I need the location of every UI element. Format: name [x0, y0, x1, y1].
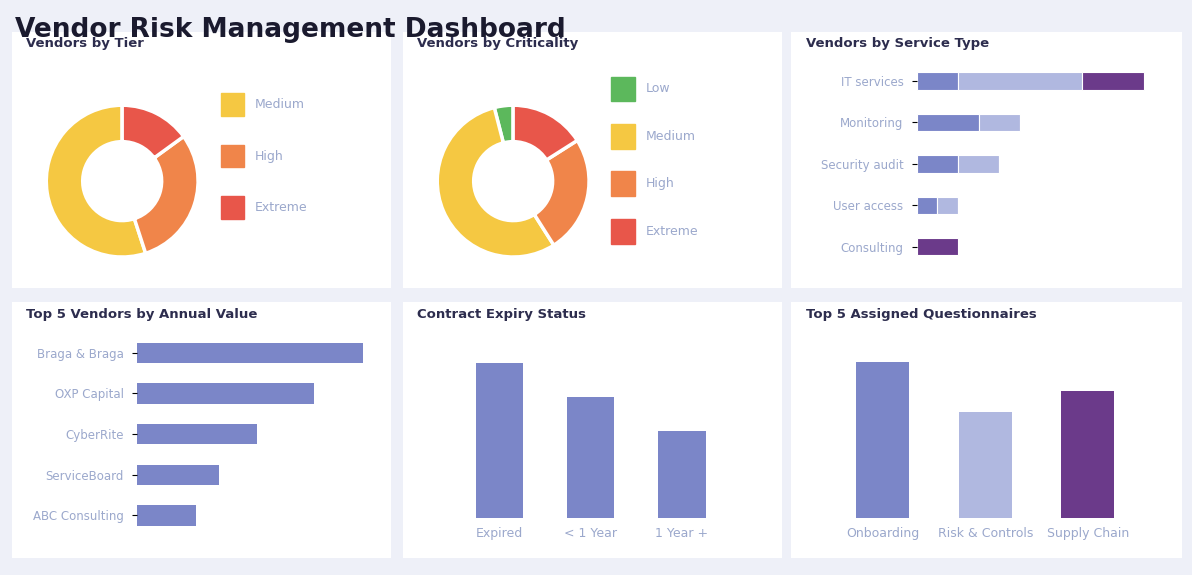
Bar [611, 219, 634, 243]
Bar [221, 145, 244, 167]
Bar [658, 431, 706, 518]
Bar [567, 397, 614, 518]
Text: Vendors by Criticality: Vendors by Criticality [417, 37, 578, 51]
Wedge shape [123, 105, 184, 158]
Text: Medium: Medium [255, 98, 305, 111]
Bar [137, 384, 313, 404]
Text: Top 5 Vendors by Annual Value: Top 5 Vendors by Annual Value [26, 308, 257, 321]
Text: Extreme: Extreme [255, 201, 308, 214]
Bar [917, 197, 937, 214]
Text: High: High [255, 150, 284, 163]
Bar [611, 76, 634, 101]
Text: Vendors by Service Type: Vendors by Service Type [806, 37, 989, 51]
Text: Low: Low [646, 82, 670, 95]
Text: Contract Expiry Status: Contract Expiry Status [417, 308, 586, 321]
Bar [917, 155, 958, 172]
Text: Vendor Risk Management Dashboard: Vendor Risk Management Dashboard [15, 17, 566, 43]
Bar [958, 72, 1082, 90]
Bar [221, 93, 244, 116]
Bar [137, 343, 364, 363]
Wedge shape [135, 136, 198, 254]
Bar [979, 114, 1020, 131]
Bar [1082, 72, 1143, 90]
Wedge shape [514, 105, 577, 160]
Text: Vendors by Tier: Vendors by Tier [26, 37, 144, 51]
Bar [611, 171, 634, 196]
Text: Top 5 Assigned Questionnaires: Top 5 Assigned Questionnaires [806, 308, 1037, 321]
Wedge shape [534, 140, 589, 245]
Bar [1061, 390, 1115, 518]
Bar [611, 124, 634, 148]
Bar [917, 114, 979, 131]
Bar [856, 362, 909, 518]
Bar [937, 197, 958, 214]
Bar [221, 197, 244, 219]
Bar [917, 72, 958, 90]
Bar [958, 155, 999, 172]
Wedge shape [437, 108, 554, 257]
Bar [958, 412, 1012, 518]
Wedge shape [46, 105, 145, 257]
Wedge shape [495, 105, 514, 143]
Text: Medium: Medium [646, 130, 696, 143]
Bar [137, 505, 195, 526]
Text: High: High [646, 177, 675, 190]
Text: Extreme: Extreme [646, 225, 699, 237]
Bar [137, 424, 257, 444]
Bar [137, 465, 218, 485]
Bar [476, 362, 523, 518]
Bar [917, 238, 958, 255]
